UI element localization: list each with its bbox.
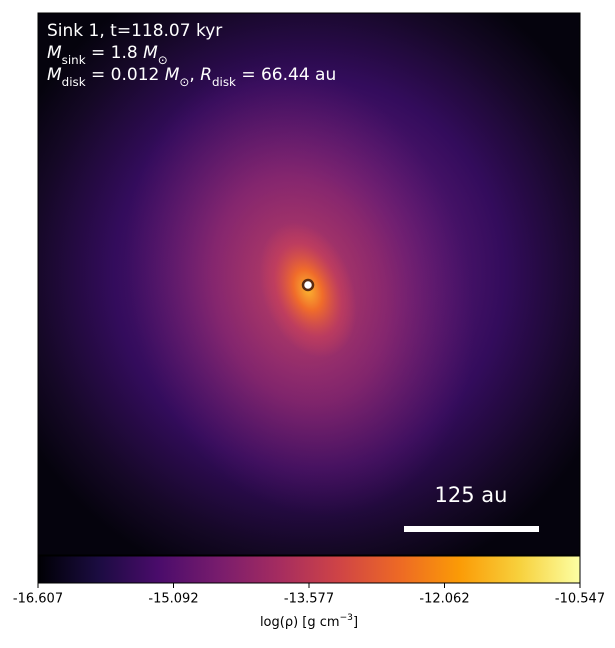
text-piece: disk: [212, 75, 236, 89]
text-piece: ⊙: [179, 75, 189, 89]
text-piece: M: [47, 65, 62, 85]
text-piece: = 0.012: [86, 65, 165, 85]
colorbar-ticks: -16.607 -15.092 -13.577 -12.062 -10.547: [13, 583, 605, 607]
density-image: [38, 13, 580, 555]
annotation: Msink = 1.8 M⊙: [47, 43, 168, 67]
map-frame: [37, 12, 581, 556]
text-piece: disk: [62, 75, 86, 89]
text-piece: M: [47, 43, 62, 63]
text-piece: log(ρ) [g cm: [260, 615, 340, 630]
text-piece: M: [165, 65, 180, 85]
text-piece: ,: [189, 65, 200, 85]
text-piece: −3: [340, 613, 354, 623]
text-piece: M: [143, 43, 158, 63]
text-piece: Sink 1, t=118.07 kyr: [47, 21, 222, 41]
annotation: Mdisk = 0.012 M⊙, Rdisk = 66.44 au: [47, 65, 336, 89]
annotation: Sink 1, t=118.07 kyr: [47, 21, 222, 41]
sink-marker: [301, 278, 315, 292]
tick-label: -15.092: [148, 592, 198, 607]
text-piece: ⊙: [158, 53, 168, 67]
text-piece: ]: [353, 615, 358, 630]
tick-label: -16.607: [13, 592, 63, 607]
colorbar-label: log(ρ) [g cm−3]: [260, 613, 358, 630]
text-piece: sink: [62, 53, 86, 67]
colorbar: [37, 555, 581, 584]
text-piece: = 1.8: [86, 43, 144, 63]
text-piece: = 66.44 au: [236, 65, 336, 85]
tick-label: -12.062: [419, 592, 469, 607]
scale-bar-label: 125 au: [435, 483, 508, 507]
tick-label: -13.577: [284, 592, 334, 607]
tick-label: -10.547: [555, 592, 605, 607]
text-piece: R: [200, 65, 212, 85]
